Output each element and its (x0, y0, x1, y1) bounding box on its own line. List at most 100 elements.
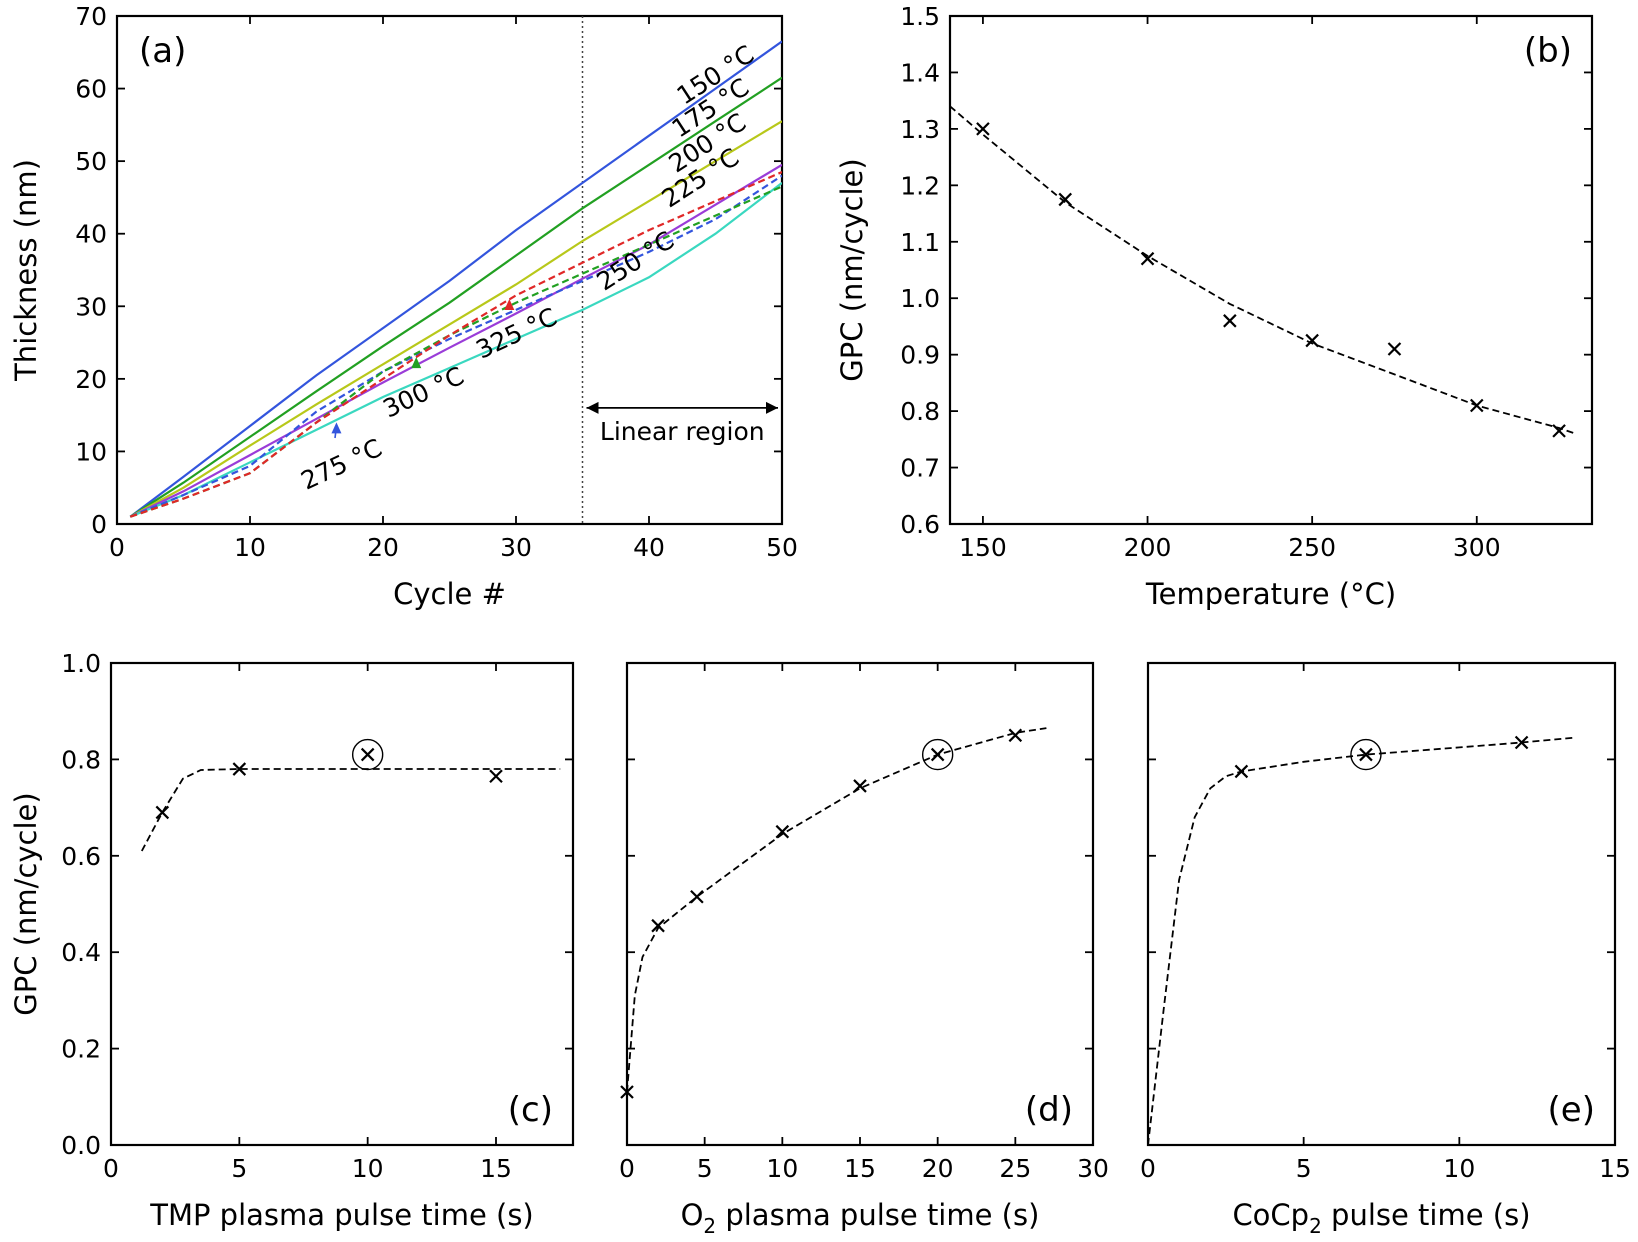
x-tick-label: 10 (234, 533, 266, 562)
y-axis-label: Thickness (nm) (9, 159, 43, 382)
y-tick-label: 1.0 (900, 284, 940, 313)
x-tick-label: 25 (999, 1154, 1031, 1183)
data-point (775, 824, 790, 839)
data-point (1140, 251, 1155, 266)
data-point (1058, 192, 1073, 207)
y-tick-label: 0.6 (900, 510, 940, 539)
x-tick-label: 200 (1124, 533, 1172, 562)
x-tick-label: 5 (1296, 1154, 1312, 1183)
data-point (651, 918, 665, 933)
x-tick-label: 150 (959, 533, 1007, 562)
annotation-arrow-head (331, 422, 342, 434)
y-axis-label: GPC (nm/cycle) (835, 158, 869, 381)
x-axis-label: O2 plasma pulse time (s) (681, 1198, 1040, 1238)
plot-frame (115, 14, 784, 526)
panel-d: 0 5 10 15 20 25 30 O2 plasma pulse time (s) (d) (619, 661, 1109, 1238)
y-tick-label: 20 (75, 365, 107, 394)
y-tick-label: 1.2 (900, 171, 940, 200)
y-tick-label: 10 (75, 437, 107, 466)
panel-label: (b) (1524, 31, 1572, 71)
plot-frame (1146, 661, 1617, 1147)
annotation-275: 275 °C (296, 433, 386, 495)
fit-line (141, 768, 561, 852)
series-line-225 (129, 163, 782, 518)
selected-point-circle (921, 738, 954, 771)
x-axis-label: Temperature (°C) (1145, 577, 1396, 611)
data-point (976, 122, 990, 136)
data-point (155, 805, 170, 820)
data-point (1514, 735, 1529, 750)
x-tick-label: 20 (367, 533, 399, 562)
x-tick-label: 5 (231, 1154, 247, 1183)
x-tick-label: 15 (480, 1154, 512, 1183)
y-tick-label: 70 (75, 2, 107, 31)
data-point (489, 769, 503, 784)
y-tick-label: 0.8 (61, 745, 101, 774)
fit-line (1147, 736, 1575, 1146)
x-tick-label: 300 (1453, 533, 1501, 562)
x-tick-label: 10 (1443, 1154, 1475, 1183)
data-point (853, 779, 867, 793)
y-tick-label: 0.2 (61, 1035, 101, 1064)
data-point (1469, 398, 1484, 413)
x-tick-label: 0 (103, 1154, 119, 1183)
selected-point-circle (351, 738, 384, 771)
x-axis-label: TMP plasma pulse time (s) (149, 1198, 534, 1232)
data-point (1008, 728, 1023, 743)
y-tick-label: 0 (91, 510, 107, 539)
data-point (1305, 333, 1319, 348)
plot-frame (109, 661, 575, 1147)
annotation-arrow-head (411, 357, 422, 369)
y-axis-label: GPC (nm/cycle) (9, 792, 43, 1015)
data-point (360, 747, 375, 762)
data-point (620, 1085, 634, 1099)
x-tick-label: 0 (109, 533, 125, 562)
annotation-arrow-head (504, 299, 515, 311)
data-point (1387, 342, 1402, 356)
annotation-300: 300 °C (378, 361, 468, 423)
linear-region-label: Linear region (600, 417, 765, 446)
arrow-head-left (586, 401, 599, 414)
y-tick-label: 0.4 (61, 938, 101, 967)
y-tick-label: 1.1 (900, 228, 940, 257)
x-tick-label: 30 (1077, 1154, 1109, 1183)
series-label-250: 250 °C (592, 225, 680, 296)
data-point (1552, 424, 1566, 438)
y-tick-label: 0.7 (900, 454, 940, 483)
y-tick-label: 0.9 (900, 341, 940, 370)
x-axis-label: Cycle # (393, 577, 506, 611)
plot-frame (948, 14, 1594, 526)
panel-label: (c) (508, 1090, 553, 1130)
data-point (232, 762, 247, 776)
data-point (1359, 747, 1373, 762)
y-tick-label: 40 (75, 220, 107, 249)
y-tick-label: 0.8 (900, 397, 940, 426)
data-point (1223, 314, 1237, 328)
x-tick-label: 50 (766, 533, 798, 562)
series-line-275 (129, 174, 782, 518)
panel-label: (e) (1548, 1090, 1595, 1130)
panel-c: 0 5 10 15 0.0 0.2 0.4 0.6 0.8 1.0 TMP plasma pulse… (9, 649, 575, 1232)
x-tick-label: 10 (352, 1154, 384, 1183)
x-tick-label: 15 (844, 1154, 876, 1183)
y-tick-label: 60 (75, 75, 107, 104)
y-tick-label: 1.5 (900, 2, 940, 31)
panel-label: (a) (139, 31, 186, 71)
y-tick-label: 1.3 (900, 115, 940, 144)
annotation-325: 325 °C (471, 302, 561, 364)
plot-frame (625, 661, 1095, 1147)
series-line-325 (129, 170, 782, 518)
series-line-250 (129, 182, 782, 518)
y-tick-label: 0.6 (61, 842, 101, 871)
y-tick-label: 1.0 (61, 649, 101, 678)
x-tick-label: 40 (633, 533, 665, 562)
x-tick-label: 5 (697, 1154, 713, 1183)
y-tick-label: 50 (75, 147, 107, 176)
fit-line (949, 105, 1576, 435)
x-tick-label: 0 (619, 1154, 635, 1183)
y-tick-label: 0.0 (61, 1131, 101, 1160)
panel-a: 0 10 20 30 40 50 0 10 20 30 40 50 60 70 Cycle # Thickne… (9, 2, 798, 611)
x-tick-label: 15 (1599, 1154, 1631, 1183)
x-tick-label: 20 (922, 1154, 954, 1183)
